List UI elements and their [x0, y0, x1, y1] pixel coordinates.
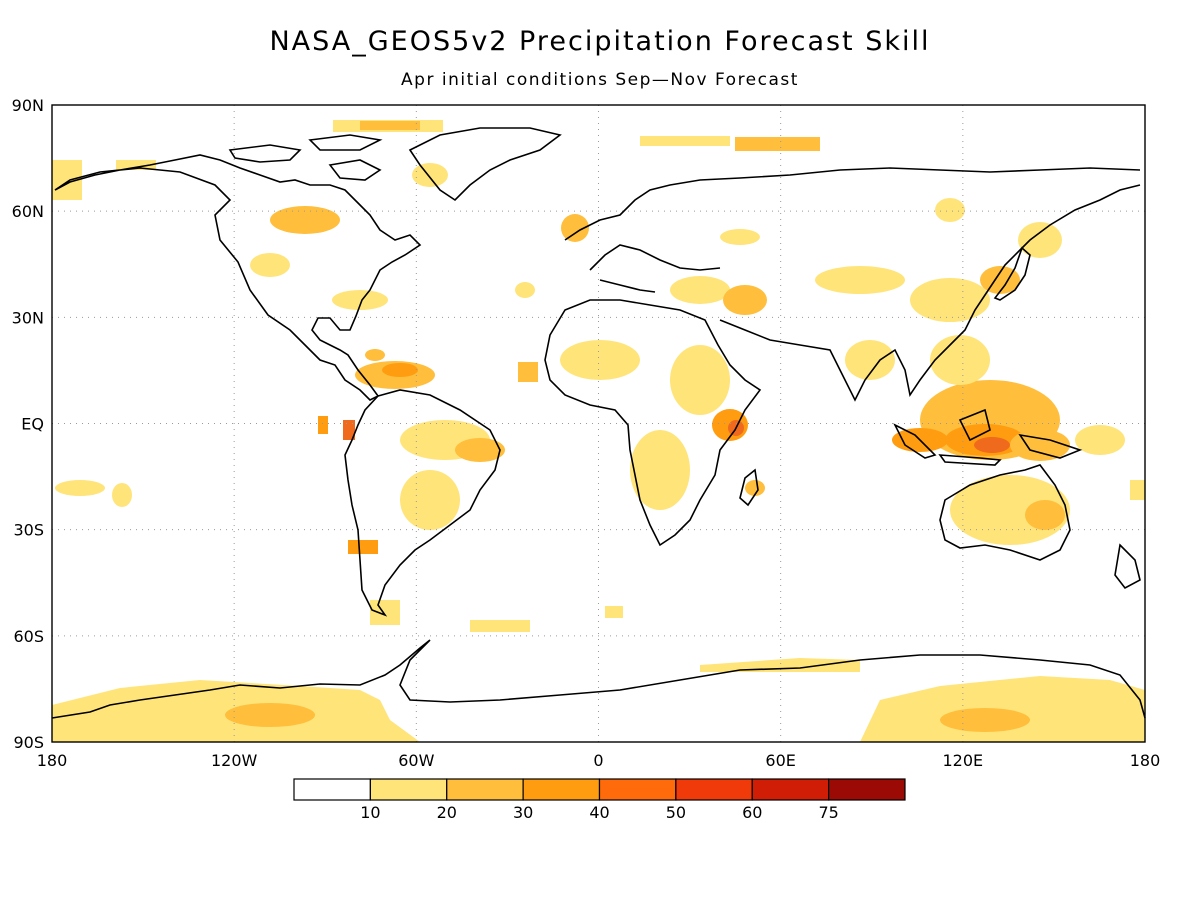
skill-patch-indonesia-core — [974, 437, 1010, 453]
coast-antarctica — [51, 639, 1146, 719]
skill-patch-brazil-ne — [455, 438, 505, 462]
skill-patch-patagonia — [370, 600, 400, 625]
skill-patch-west-pacific — [1075, 425, 1125, 455]
lat-label-0: 90N — [12, 96, 44, 115]
lat-label-3: EQ — [21, 415, 44, 434]
coast-greenland — [408, 127, 562, 202]
lon-label-0: 180 — [37, 751, 68, 770]
skill-patch-baffin — [412, 163, 448, 187]
skill-patch-cuba — [365, 349, 385, 361]
colorbar-label-0: 10 — [360, 803, 380, 822]
coastlines — [51, 127, 1146, 719]
latitude-axis: 90N 60N 30N EQ 30S 60S 90S — [12, 96, 44, 752]
skill-patch-scandinavia — [561, 214, 589, 242]
coast-north-america — [54, 154, 422, 401]
skill-patch-east-africa — [670, 345, 730, 415]
colorbar-box-4 — [598, 778, 677, 801]
lon-label-1: 120W — [211, 751, 258, 770]
skill-patch-south-atlantic — [470, 620, 530, 632]
skill-patch-iran — [723, 285, 767, 315]
skill-patch-greenland-north-core — [360, 121, 420, 130]
colorbar-box-0 — [293, 778, 371, 801]
coast-south-america — [344, 389, 501, 617]
coast-asia — [719, 184, 1141, 402]
skill-patch-antarctica-east-core — [940, 708, 1030, 732]
colorbar-label-5: 60 — [742, 803, 762, 822]
skill-patch-east-atlantic — [518, 362, 538, 382]
skill-patch-caribbean-core — [382, 363, 418, 377]
skill-patch-central-asia — [815, 266, 905, 294]
skill-patch-tasman — [1130, 480, 1145, 500]
lon-label-3: 0 — [593, 751, 603, 770]
longitude-axis: 180 120W 60W 0 60E 120E 180 — [37, 751, 1161, 770]
skill-patch-new-guinea — [1010, 429, 1070, 461]
colorbar-box-5 — [675, 778, 753, 801]
skill-patch-sahel — [560, 340, 640, 380]
coast-australia — [939, 464, 1071, 561]
coast-japan — [993, 246, 1031, 301]
colorbar-label-3: 40 — [589, 803, 609, 822]
skill-patch-siberia-north — [735, 137, 820, 151]
skill-patch-southern-ocean — [700, 658, 860, 672]
skill-patch-china — [910, 278, 990, 322]
lat-label-4: 30S — [13, 521, 44, 540]
lat-label-1: 60N — [12, 202, 44, 221]
lat-label-6: 90S — [13, 733, 44, 752]
colorbar-box-1 — [369, 778, 448, 801]
colorbar-label-4: 50 — [666, 803, 686, 822]
skill-patch-russia — [720, 229, 760, 245]
colorbar-box-7 — [828, 778, 906, 801]
skill-patch-antarctica-west-core — [225, 703, 315, 727]
skill-patch-south-pacific — [55, 480, 105, 496]
coast-africa — [544, 299, 762, 547]
skill-patch-philippines — [930, 335, 990, 385]
colorbar: 10 20 30 40 50 60 75 — [293, 778, 906, 822]
skill-patch-south-america — [400, 470, 460, 530]
skill-patch-bering — [116, 160, 156, 170]
colorbar-label-6: 75 — [818, 803, 838, 822]
skill-patch-madagascar — [745, 480, 765, 496]
skill-field — [52, 120, 1145, 742]
coast-europe — [564, 167, 1141, 293]
skill-patch-south-atlantic-2 — [605, 606, 623, 618]
skill-patch-siberia-east — [935, 198, 965, 222]
lat-label-5: 60S — [13, 627, 44, 646]
coast-new-zealand — [1114, 543, 1141, 590]
skill-patch-kamchatka — [1018, 222, 1062, 258]
skill-patch-us-east — [332, 290, 388, 310]
skill-patch-bay-bengal — [845, 340, 895, 380]
skill-patch-africa-south — [630, 430, 690, 510]
lat-label-2: 30N — [12, 308, 44, 327]
skill-patch-atlantic — [515, 282, 535, 298]
skill-patch-australia-east — [1025, 500, 1065, 530]
lon-label-5: 120E — [943, 751, 984, 770]
coast-arctic-islands — [228, 134, 383, 181]
skill-patch-mideast-north — [670, 276, 730, 304]
coast-indonesia — [893, 408, 1083, 466]
graticule — [52, 105, 1145, 742]
colorbar-box-2 — [446, 778, 524, 801]
skill-patch-arctic-europe — [640, 136, 730, 146]
coast-madagascar — [739, 468, 759, 507]
lon-label-2: 60W — [398, 751, 434, 770]
skill-patch-us-west — [250, 253, 290, 277]
map-subtitle: Apr initial conditions Sep—Nov Forecast — [401, 70, 799, 90]
skill-patch-south-pacific-2 — [112, 483, 132, 507]
colorbar-label-1: 20 — [437, 803, 457, 822]
skill-patch-ecuador — [343, 420, 355, 440]
map-title: NASA_GEOS5v2 Precipitation Forecast Skil… — [269, 26, 931, 57]
lon-label-6: 180 — [1130, 751, 1161, 770]
skill-patch-canada — [270, 206, 340, 234]
colorbar-box-3 — [522, 778, 601, 801]
lon-label-4: 60E — [765, 751, 795, 770]
skill-patch-chile — [348, 540, 378, 554]
colorbar-box-6 — [751, 778, 830, 801]
map-frame — [51, 104, 1146, 743]
skill-patch-galapagos — [318, 416, 328, 434]
colorbar-label-2: 30 — [513, 803, 533, 822]
